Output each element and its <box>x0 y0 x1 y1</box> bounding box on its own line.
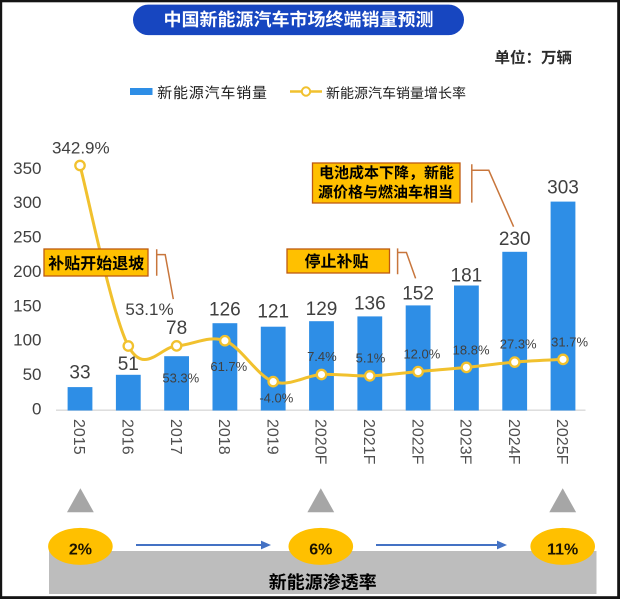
svg-text:2023F: 2023F <box>457 419 474 465</box>
svg-text:2024F: 2024F <box>505 419 522 465</box>
svg-text:2%: 2% <box>69 541 92 558</box>
svg-text:181: 181 <box>451 265 483 286</box>
svg-text:61.7%: 61.7% <box>210 359 247 374</box>
svg-text:7.4%: 7.4% <box>307 349 337 364</box>
svg-text:250: 250 <box>13 228 41 247</box>
svg-text:33: 33 <box>69 363 90 384</box>
svg-text:230: 230 <box>499 229 531 250</box>
svg-text:2021F: 2021F <box>360 419 377 465</box>
svg-text:0: 0 <box>32 399 41 418</box>
svg-text:2022F: 2022F <box>408 419 425 465</box>
svg-text:50: 50 <box>23 365 42 384</box>
svg-text:350: 350 <box>13 159 41 178</box>
svg-text:53.1%: 53.1% <box>125 300 173 319</box>
svg-text:121: 121 <box>257 302 289 323</box>
svg-text:126: 126 <box>209 300 241 321</box>
svg-text:342.9%: 342.9% <box>52 139 110 158</box>
svg-text:2015: 2015 <box>70 419 87 455</box>
svg-text:18.8%: 18.8% <box>453 342 490 357</box>
svg-text:-4.0%: -4.0% <box>259 390 293 405</box>
svg-text:51: 51 <box>118 354 139 375</box>
svg-text:150: 150 <box>13 296 41 315</box>
svg-text:31.7%: 31.7% <box>551 334 588 349</box>
svg-text:5.1%: 5.1% <box>356 351 386 366</box>
svg-text:2017: 2017 <box>167 419 184 455</box>
svg-text:100: 100 <box>13 331 41 350</box>
svg-text:200: 200 <box>13 262 41 281</box>
svg-text:300: 300 <box>13 193 41 212</box>
svg-text:152: 152 <box>402 283 434 304</box>
svg-text:78: 78 <box>166 318 187 339</box>
svg-text:27.3%: 27.3% <box>500 337 537 352</box>
svg-text:12.0%: 12.0% <box>403 347 440 362</box>
svg-text:129: 129 <box>306 299 338 320</box>
svg-text:2016: 2016 <box>119 419 136 455</box>
svg-text:53.3%: 53.3% <box>162 371 199 386</box>
svg-text:11%: 11% <box>547 541 578 558</box>
svg-text:6%: 6% <box>309 541 332 558</box>
svg-text:2020F: 2020F <box>312 419 329 465</box>
svg-text:136: 136 <box>354 294 386 315</box>
svg-text:303: 303 <box>547 178 579 199</box>
svg-text:2025F: 2025F <box>553 419 570 465</box>
svg-text:2018: 2018 <box>215 419 232 455</box>
svg-text:2019: 2019 <box>263 419 280 455</box>
